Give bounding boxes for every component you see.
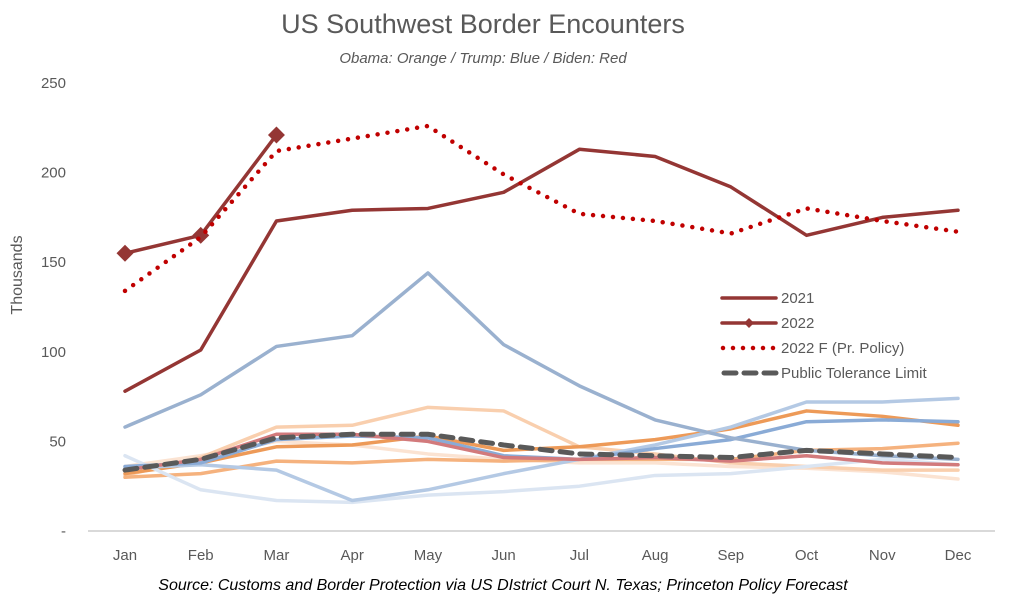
legend-marker bbox=[744, 318, 754, 328]
y-tick-label: 150 bbox=[41, 254, 66, 271]
x-tick-label: Mar bbox=[264, 547, 290, 564]
y-tick-label: 250 bbox=[41, 75, 66, 92]
series-2021 bbox=[123, 147, 960, 393]
series-2022 bbox=[116, 126, 285, 262]
series-trump-faint bbox=[123, 453, 960, 505]
x-tick-label: Jun bbox=[492, 547, 516, 564]
y-axis-title: Thousands bbox=[9, 235, 26, 314]
x-tick-label: Jul bbox=[570, 547, 589, 564]
series-line-2022-f-pr-policy bbox=[122, 123, 961, 294]
series-line-public-tolerance-limit bbox=[122, 431, 961, 473]
y-tick-label: - bbox=[61, 523, 66, 540]
x-tick-label: Nov bbox=[869, 547, 896, 564]
y-tick-label: 100 bbox=[41, 344, 66, 361]
series-line-obama-pale bbox=[123, 405, 960, 478]
y-tick-label: 50 bbox=[49, 433, 66, 450]
y-tick-label: 200 bbox=[41, 165, 66, 182]
legend-label: Public Tolerance Limit bbox=[781, 365, 927, 382]
legend: 2021 2022 2022 F (Pr. Policy) Public Tolera… bbox=[720, 290, 927, 382]
legend-item-2022: 2022 bbox=[720, 315, 814, 332]
legend-item-2022-f-pr-policy: 2022 F (Pr. Policy) bbox=[720, 340, 904, 357]
legend-item-2021: 2021 bbox=[720, 290, 814, 307]
legend-label: 2022 F (Pr. Policy) bbox=[781, 340, 904, 357]
legend-label: 2021 bbox=[781, 290, 814, 307]
source-note: Source: Customs and Border Protection vi… bbox=[158, 577, 848, 594]
series-layer bbox=[116, 123, 961, 505]
x-tick-label: May bbox=[414, 547, 443, 564]
legend-item-public-tolerance-limit: Public Tolerance Limit bbox=[721, 365, 927, 382]
data-point-marker bbox=[116, 244, 134, 262]
series-biden-light bbox=[123, 432, 960, 472]
chart-subtitle: Obama: Orange / Trump: Blue / Biden: Red bbox=[339, 50, 627, 67]
x-tick-label: Oct bbox=[795, 547, 819, 564]
legend-label: 2022 bbox=[781, 315, 814, 332]
series-trump-light bbox=[123, 396, 960, 503]
x-tick-label: Jan bbox=[113, 547, 137, 564]
chart-title: US Southwest Border Encounters bbox=[281, 9, 685, 39]
x-tick-label: Aug bbox=[642, 547, 669, 564]
data-point-marker bbox=[267, 126, 285, 144]
x-tick-label: Apr bbox=[341, 547, 364, 564]
x-tick-label: Sep bbox=[717, 547, 744, 564]
series-line-trump-light bbox=[123, 396, 960, 503]
x-axis: Jan Feb Mar Apr May Jun Jul Aug Sep Oct Nov Dec bbox=[113, 547, 972, 564]
x-tick-label: Dec bbox=[945, 547, 972, 564]
series-obama-pale bbox=[123, 405, 960, 478]
series-line-trump-faint bbox=[123, 453, 960, 505]
series-line-biden-light bbox=[123, 432, 960, 472]
series-public-tolerance-limit bbox=[122, 431, 961, 473]
series-line-2021 bbox=[123, 147, 960, 393]
x-tick-label: Feb bbox=[188, 547, 214, 564]
y-axis: - 50 100 150 200 250 bbox=[41, 75, 66, 540]
series-2022-f-pr-policy bbox=[122, 123, 961, 294]
